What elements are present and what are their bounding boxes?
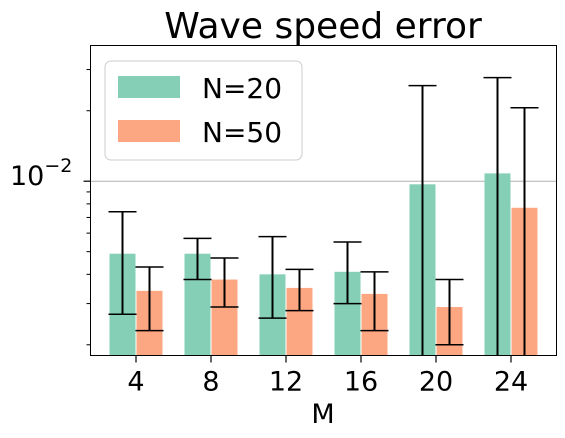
y-tick-base: 10 <box>10 161 44 192</box>
y-ticks <box>83 69 91 346</box>
x-tick-label-8: 8 <box>202 367 219 398</box>
x-tick-label-24: 24 <box>494 367 528 398</box>
x-ticks: 4 8 12 16 20 24 <box>127 355 528 398</box>
legend-label-n20: N=20 <box>202 72 282 105</box>
y-tick-exponent: −2 <box>44 155 72 177</box>
chart-title: Wave speed error <box>164 6 482 47</box>
axes-frame <box>90 45 557 356</box>
legend: N=20 N=50 <box>104 60 303 161</box>
legend-swatch-n20 <box>118 76 180 98</box>
y-tick-label: 10−2 <box>10 155 72 192</box>
legend-swatch-n50 <box>118 120 180 142</box>
x-tick-label-20: 20 <box>419 367 453 398</box>
x-axis-label: M <box>311 399 334 430</box>
error-bars-layer <box>108 76 539 356</box>
x-tick-label-12: 12 <box>269 367 303 398</box>
bars-layer <box>109 173 538 356</box>
x-tick-label-16: 16 <box>344 367 378 398</box>
legend-label-n50: N=50 <box>202 116 282 149</box>
x-tick-label-4: 4 <box>127 367 144 398</box>
